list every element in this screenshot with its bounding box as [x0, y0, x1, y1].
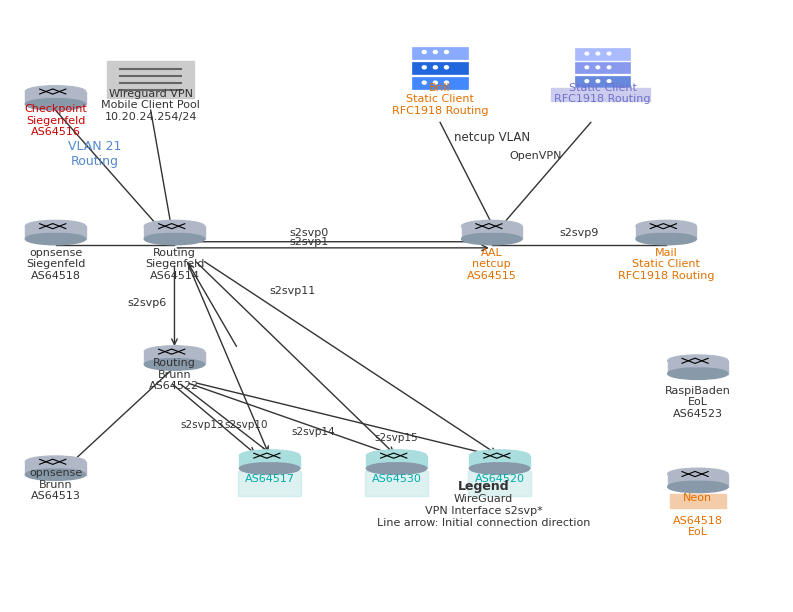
Text: Checkpoint
Siegenfeld
AS64516: Checkpoint Siegenfeld AS64516: [24, 104, 87, 137]
Text: WireGuard: WireGuard: [454, 494, 513, 504]
Text: Mail
Static Client
RFC1918 Routing: Mail Static Client RFC1918 Routing: [618, 248, 714, 281]
Text: s2svp13: s2svp13: [180, 420, 224, 430]
Bar: [412, 47, 468, 59]
Circle shape: [607, 66, 611, 69]
Circle shape: [423, 81, 427, 84]
Text: s2svp0: s2svp0: [289, 228, 329, 237]
Bar: [468, 471, 531, 496]
Ellipse shape: [144, 359, 205, 370]
Text: Neon

AS64518
EoL: Neon AS64518 EoL: [672, 493, 723, 537]
Text: Routing
Siegenfeld
AS64514: Routing Siegenfeld AS64514: [145, 248, 204, 281]
Text: s2svp10: s2svp10: [224, 420, 267, 430]
Text: opnsense
Siegenfeld
AS64518: opnsense Siegenfeld AS64518: [26, 248, 85, 281]
Bar: [469, 456, 530, 468]
Text: AS64530: AS64530: [372, 474, 421, 484]
Bar: [412, 62, 468, 74]
Circle shape: [444, 81, 449, 84]
Ellipse shape: [469, 450, 530, 461]
Ellipse shape: [144, 346, 205, 357]
Text: Legend: Legend: [458, 480, 510, 493]
Text: s2svp9: s2svp9: [559, 228, 599, 237]
Ellipse shape: [25, 469, 86, 480]
Text: Brill
Static Client
RFC1918 Routing: Brill Static Client RFC1918 Routing: [392, 83, 488, 116]
Ellipse shape: [636, 220, 696, 232]
Bar: [25, 92, 86, 104]
Circle shape: [585, 66, 588, 69]
Text: AS64517: AS64517: [244, 474, 295, 484]
Bar: [238, 471, 301, 496]
Text: opnsense
Brunn
AS64513: opnsense Brunn AS64513: [29, 468, 82, 501]
Circle shape: [423, 51, 427, 54]
Text: RaspiBaden
EoL
AS64523: RaspiBaden EoL AS64523: [665, 386, 731, 419]
Text: AAL
netcup
AS64515: AAL netcup AS64515: [467, 248, 516, 281]
Ellipse shape: [25, 456, 86, 468]
Bar: [144, 352, 205, 364]
Text: s2svp11: s2svp11: [270, 286, 316, 296]
Circle shape: [596, 66, 600, 69]
Circle shape: [433, 51, 438, 54]
Bar: [366, 456, 427, 468]
Text: s2svp6: s2svp6: [127, 298, 167, 308]
Bar: [365, 471, 428, 496]
Ellipse shape: [462, 233, 522, 245]
Circle shape: [433, 66, 438, 69]
Bar: [107, 61, 194, 98]
Text: s2svp15: s2svp15: [374, 433, 419, 442]
Ellipse shape: [144, 233, 205, 245]
Circle shape: [596, 52, 600, 55]
Bar: [25, 226, 86, 239]
Text: Static Client
RFC1918 Routing: Static Client RFC1918 Routing: [554, 83, 651, 104]
Ellipse shape: [239, 463, 300, 474]
Ellipse shape: [25, 99, 86, 110]
Ellipse shape: [462, 220, 522, 232]
Circle shape: [585, 80, 588, 83]
Circle shape: [585, 52, 588, 55]
Text: s2svp1: s2svp1: [289, 237, 329, 247]
Text: Line arrow: Initial connection direction: Line arrow: Initial connection direction: [377, 518, 591, 528]
Ellipse shape: [668, 468, 728, 480]
Text: Routing
Brunn
AS64522: Routing Brunn AS64522: [149, 358, 200, 391]
Text: VPN Interface s2svp*: VPN Interface s2svp*: [425, 506, 542, 516]
Ellipse shape: [25, 86, 86, 97]
Ellipse shape: [668, 481, 728, 493]
Bar: [144, 226, 205, 239]
Circle shape: [423, 66, 427, 69]
Ellipse shape: [25, 233, 86, 245]
Bar: [668, 361, 728, 373]
Ellipse shape: [668, 355, 728, 367]
Text: VLAN 21
Routing: VLAN 21 Routing: [68, 140, 122, 168]
Text: AS64520: AS64520: [474, 474, 525, 484]
Ellipse shape: [366, 463, 427, 474]
Circle shape: [596, 80, 600, 83]
Circle shape: [444, 66, 449, 69]
Bar: [668, 474, 728, 487]
Bar: [239, 456, 300, 468]
Bar: [575, 48, 630, 60]
Bar: [636, 226, 696, 239]
Circle shape: [433, 81, 438, 84]
Ellipse shape: [239, 450, 300, 461]
Bar: [412, 77, 468, 89]
Bar: [462, 226, 522, 239]
Circle shape: [607, 52, 611, 55]
Text: Wireguard VPN
Mobile Client Pool
10.20.24.254/24: Wireguard VPN Mobile Client Pool 10.20.2…: [102, 89, 200, 122]
Ellipse shape: [469, 463, 530, 474]
Bar: [575, 75, 630, 88]
Bar: [551, 88, 650, 101]
Circle shape: [607, 80, 611, 83]
Text: s2svp14: s2svp14: [291, 427, 335, 436]
Ellipse shape: [25, 220, 86, 232]
Ellipse shape: [366, 450, 427, 461]
Text: netcup VLAN: netcup VLAN: [454, 131, 530, 144]
Ellipse shape: [668, 368, 728, 379]
Bar: [670, 494, 726, 508]
Bar: [25, 462, 86, 474]
Text: OpenVPN: OpenVPN: [509, 151, 561, 161]
Bar: [575, 62, 630, 73]
Circle shape: [444, 51, 449, 54]
Ellipse shape: [636, 233, 696, 245]
Ellipse shape: [144, 220, 205, 232]
